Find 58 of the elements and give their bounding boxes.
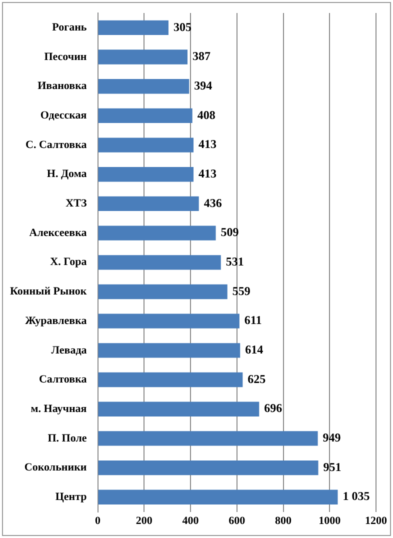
x-tick-label: 400: [182, 515, 200, 528]
bar: [98, 314, 240, 328]
bar: [98, 138, 194, 152]
x-tick-label: 0: [95, 515, 102, 528]
y-tick-label: С. Салтовка: [26, 138, 88, 151]
bar: [98, 20, 168, 36]
y-tick-label: ХТЗ: [66, 198, 87, 210]
y-tick-label: Х. Гора: [50, 256, 88, 268]
data-label: 611: [244, 313, 262, 328]
data-label: 408: [197, 108, 216, 122]
y-tick-label: Н. Дома: [46, 168, 88, 180]
bar: [98, 79, 190, 94]
data-label: 436: [204, 196, 222, 210]
data-label: 413: [198, 137, 217, 152]
data-label: 394: [194, 78, 212, 92]
bar: [98, 460, 318, 476]
data-label: 951: [323, 460, 342, 474]
x-tick-label: 800: [275, 515, 292, 528]
bar: [98, 196, 199, 212]
y-tick-label: Рогань: [52, 22, 87, 34]
y-tick-label: П. Поле: [48, 432, 87, 444]
data-label: 305: [173, 20, 192, 34]
y-tick-label: Центр: [55, 490, 87, 503]
data-label: 625: [248, 372, 266, 386]
y-tick-label: Ивановка: [38, 80, 88, 92]
y-tick-label: м. Научная: [30, 402, 87, 415]
bar: [98, 108, 192, 124]
data-label: 614: [245, 342, 264, 357]
bar: [98, 50, 188, 64]
data-label: 949: [322, 430, 341, 445]
y-tick-label: Алексеевка: [29, 226, 88, 239]
y-tick-label: Левада: [51, 344, 88, 356]
bar: [98, 167, 194, 182]
data-label: 1 035: [342, 489, 370, 504]
y-tick-label: Одесская: [40, 110, 87, 122]
bar: [98, 226, 216, 240]
bar: [98, 372, 243, 388]
bar: [98, 343, 240, 358]
y-tick-label: Конный Рынок: [10, 286, 88, 298]
data-label: 413: [198, 166, 217, 180]
bar: [98, 490, 338, 504]
bar: [98, 255, 221, 270]
data-label: 559: [232, 284, 250, 298]
bar: [98, 284, 228, 300]
bar: [98, 431, 318, 446]
y-tick-label: Салтовка: [38, 374, 88, 386]
y-tick-label: Песочин: [44, 50, 88, 63]
x-tick-label: 1200: [365, 515, 388, 528]
x-tick-label: 600: [228, 515, 246, 528]
y-tick-label: Сокольники: [24, 462, 88, 474]
x-tick-label: 200: [136, 515, 153, 528]
bar: [98, 402, 260, 416]
y-tick-label: Журавлевка: [25, 314, 88, 327]
data-label: 509: [220, 225, 239, 240]
data-label: 531: [226, 254, 244, 268]
data-label: 387: [192, 49, 210, 64]
x-tick-label: 1000: [318, 515, 342, 528]
data-label: 696: [264, 401, 282, 416]
